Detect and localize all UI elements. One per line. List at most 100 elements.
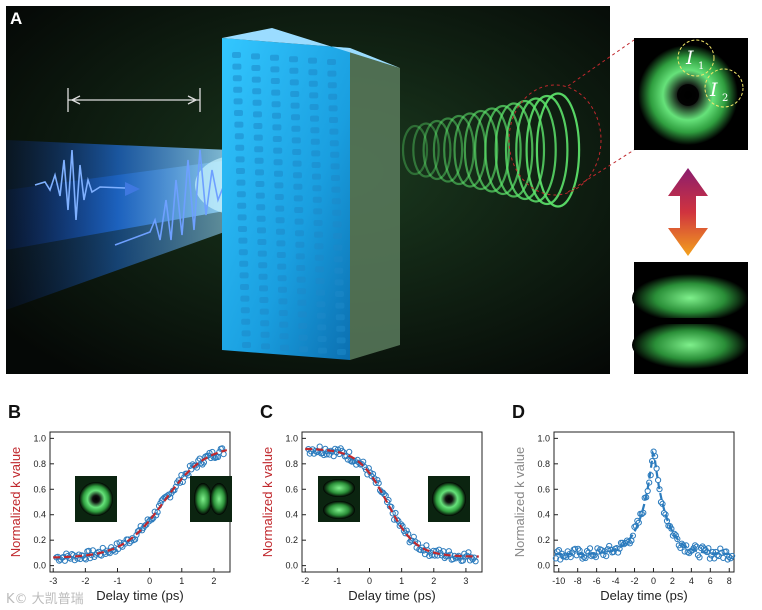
meta-atom xyxy=(293,172,302,179)
metasurface-side xyxy=(350,48,400,360)
pulse-2 xyxy=(114,149,246,246)
meta-atom xyxy=(337,349,346,355)
meta-atom xyxy=(236,191,246,198)
meta-atom xyxy=(233,86,243,93)
meta-atom xyxy=(333,233,342,239)
meta-atom xyxy=(308,69,318,76)
data-point xyxy=(592,554,600,561)
meta-atom xyxy=(292,160,302,167)
meta-atom xyxy=(259,308,269,315)
meta-atom xyxy=(235,144,245,151)
meta-atom xyxy=(278,310,288,316)
meta-atom xyxy=(309,104,319,110)
data-point xyxy=(323,451,330,458)
meta-atom xyxy=(232,75,242,82)
data-point xyxy=(555,547,563,554)
meta-atom xyxy=(313,208,323,215)
meta-atom xyxy=(330,163,340,170)
meta-atom xyxy=(260,331,270,338)
x-tick-label: -1 xyxy=(113,576,121,586)
meta-atom xyxy=(238,249,248,256)
meta-atom xyxy=(238,226,247,232)
helix-turn xyxy=(474,107,511,193)
delay-bracket xyxy=(67,88,201,112)
x-tick-label: -8 xyxy=(574,576,582,586)
plot-frame xyxy=(553,431,735,573)
data-point xyxy=(615,549,622,556)
meta-atom xyxy=(260,320,270,327)
y-tick-label: 1.0 xyxy=(537,433,550,443)
x-tick-label: 0 xyxy=(367,576,372,586)
meta-atom xyxy=(278,298,288,305)
data-point xyxy=(466,557,474,564)
data-point xyxy=(198,460,205,467)
meta-atom xyxy=(333,256,343,263)
chart-c: -2 -1 0 1 2 3 0.0 0.2 0.4 0.6 0.8 1.0 Delay time (ps… xyxy=(260,431,483,603)
meta-atom xyxy=(313,220,323,226)
data-point xyxy=(709,548,717,556)
panel-a: A xyxy=(6,6,635,374)
meta-atom xyxy=(235,156,245,163)
data-point xyxy=(575,545,582,552)
meta-atom xyxy=(240,295,250,302)
data-point xyxy=(573,552,580,559)
data-point xyxy=(655,477,662,484)
meta-atom xyxy=(273,159,283,166)
meta-atom xyxy=(251,53,260,60)
meta-atom xyxy=(312,185,322,192)
fit-curve xyxy=(305,447,479,558)
meta-atom xyxy=(251,65,261,71)
y-tick-label: 0.8 xyxy=(285,459,298,469)
meta-atom xyxy=(238,237,248,244)
helix-turn xyxy=(535,92,581,208)
meta-atom xyxy=(256,204,266,211)
y-tick-label: 0.4 xyxy=(33,510,46,520)
y-tick-label: 0.0 xyxy=(285,561,298,571)
x-tick-label: -2 xyxy=(81,576,89,586)
y-tick-label: 1.0 xyxy=(285,433,298,443)
meta-atom xyxy=(237,214,247,221)
meta-atom xyxy=(270,54,279,61)
meta-atom xyxy=(333,244,343,251)
data-point xyxy=(346,448,353,455)
meta-atom xyxy=(328,105,338,112)
meta-atom xyxy=(270,78,280,84)
pulse-1 xyxy=(34,149,126,221)
meta-atom xyxy=(234,133,244,140)
meta-atom xyxy=(278,286,287,293)
y-tick-label: 0.8 xyxy=(33,459,46,469)
x-tick-label: 4 xyxy=(689,576,694,586)
meta-atom xyxy=(316,312,326,319)
two-lobe-mode-inset xyxy=(632,262,748,374)
meta-atom xyxy=(259,285,268,292)
label-i2: I xyxy=(709,79,718,101)
data-point xyxy=(89,547,97,554)
fit-curve xyxy=(554,449,734,556)
data-point xyxy=(330,453,337,460)
data-point xyxy=(696,554,703,561)
meta-atom xyxy=(332,209,342,216)
helix-turn xyxy=(401,124,429,176)
data-point xyxy=(472,558,479,565)
meta-atom xyxy=(236,168,245,174)
x-tick-label: 6 xyxy=(708,576,713,586)
data-point xyxy=(347,457,354,464)
x-tick-label: 1 xyxy=(179,576,184,586)
y-tick-label: 0.6 xyxy=(285,484,298,494)
data-point xyxy=(717,545,724,552)
zoom-line-bottom xyxy=(567,149,635,193)
y-tick-label: 0.4 xyxy=(285,510,298,520)
x-tick-label: -1 xyxy=(333,576,341,586)
meta-atom xyxy=(239,272,249,279)
meta-atom xyxy=(272,124,282,131)
meta-atom xyxy=(276,252,286,258)
meta-atom xyxy=(316,301,326,308)
meta-atom xyxy=(257,250,267,257)
meta-atom xyxy=(240,307,250,314)
y-tick-label: 0.2 xyxy=(33,535,46,545)
helix-turn xyxy=(463,109,499,191)
meta-atom xyxy=(257,239,267,245)
label-i1: I xyxy=(685,47,694,69)
meta-atom xyxy=(299,346,308,353)
meta-atom xyxy=(308,57,317,64)
